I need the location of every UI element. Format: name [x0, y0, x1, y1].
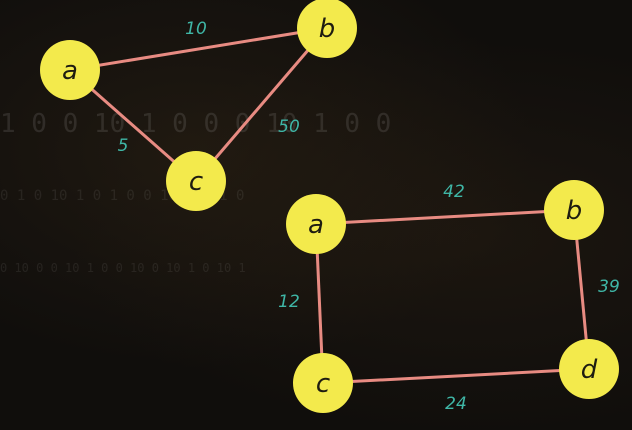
graph2-edges	[314, 208, 591, 385]
node-label: c	[316, 369, 330, 399]
edge-a-b	[69, 26, 328, 72]
weight-label-a-b: 10	[185, 19, 207, 39]
weight-label-a-b-2: 42	[443, 182, 465, 202]
weight-label-a-c-2: 12	[278, 292, 300, 312]
graph1-node-c: c	[166, 151, 226, 211]
node-label: a	[308, 210, 324, 240]
weight-label-a-c: 5	[118, 136, 129, 156]
graph1-node-a: a	[40, 40, 100, 100]
edge-a-b-2	[315, 208, 575, 226]
edge-b-c	[194, 27, 329, 182]
node-label: c	[189, 167, 203, 197]
node-label: a	[62, 56, 78, 86]
graph2-node-b: b	[544, 180, 604, 240]
svg-text:1 0 0 10 1 0 0 0 10 1 0: 1 0 0 10 1 0 0 0 10 1 0 0	[0, 109, 391, 139]
weight-label-b-d-2: 39	[598, 277, 620, 297]
graph2-node-c: c	[293, 353, 353, 413]
node-label: d	[581, 355, 598, 385]
node-label: b	[566, 196, 583, 226]
node-label: b	[319, 14, 336, 44]
edge-c-d-2	[322, 367, 590, 385]
svg-text:0 10 0 0 10 1 0 0 10 0 10 1: 0 10 0 0 10 1 0 0 10 0 10 1 0 10 1	[0, 261, 246, 275]
graph1-node-b: b	[297, 0, 357, 58]
weight-label-b-c: 50	[278, 117, 300, 137]
graph2-node-a: a	[286, 194, 346, 254]
graph2-node-d: d	[559, 339, 619, 399]
weight-label-c-d-2: 24	[445, 394, 467, 414]
